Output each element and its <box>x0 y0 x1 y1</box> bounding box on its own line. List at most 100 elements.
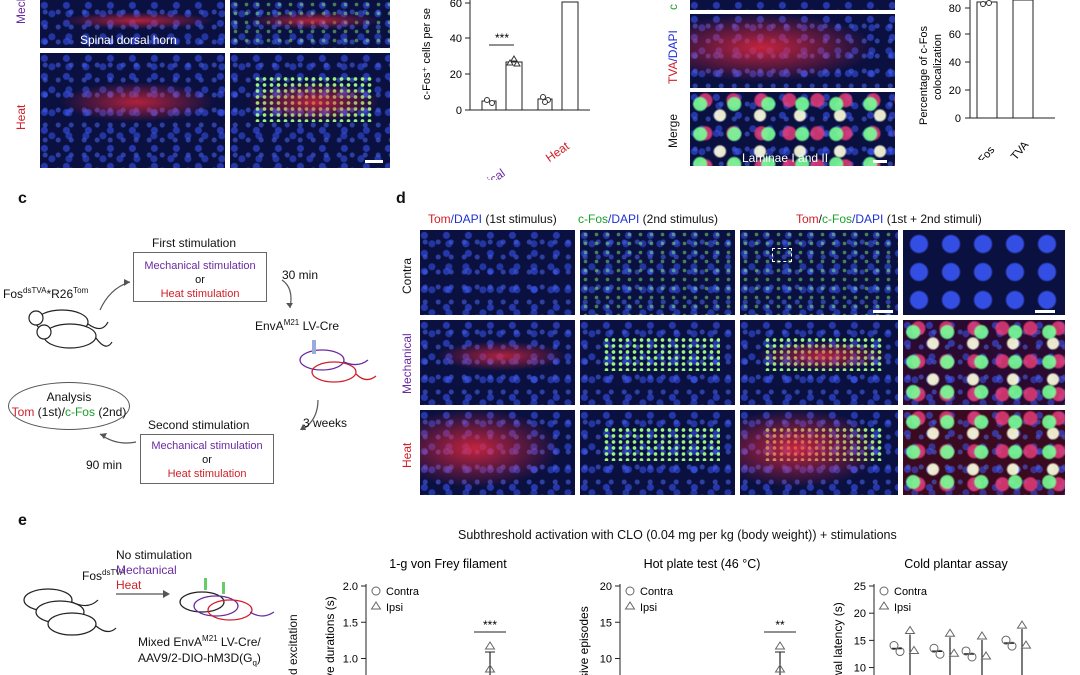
ipsi-point <box>908 645 920 655</box>
panel-a-image-mech-2 <box>230 0 390 48</box>
bar-cfos <box>976 1 998 119</box>
chart-hot-plate: Hot plate test (46 °C) sive episodes 10 15 2… <box>577 557 796 675</box>
d-scale-bar-1 <box>873 310 893 313</box>
y-axis-label-2: colocalization <box>932 34 944 100</box>
y-tick-label: 10 <box>600 654 612 666</box>
svg-text:80: 80 <box>949 3 961 15</box>
y-tick-label: 2.0 <box>343 581 358 593</box>
legend-ipsi-marker <box>370 601 382 610</box>
svg-text:0: 0 <box>955 113 961 125</box>
first-stimulation-box: Mechanical stimulation or Heat stimulati… <box>133 252 267 302</box>
d-contra-merge <box>740 230 898 315</box>
panel-b-bar-chart: 0 20 40 60 80 Percentage of c-Fos coloca… <box>918 0 1055 160</box>
d-inset-box <box>772 248 792 262</box>
d-mech-merge <box>740 320 898 405</box>
d-heat-cfos <box>580 410 735 495</box>
e-arrow-and-mice <box>116 578 275 621</box>
legend-ipsi: Ipsi <box>894 602 911 614</box>
panel-c-mice-illustration <box>28 309 113 349</box>
contra-point <box>929 643 939 653</box>
panel-a-bar-chart: 0 20 40 60 *** c-Fos⁺ cells per se Mecha… <box>421 0 590 180</box>
e-mixed-line2: AAV9/2-DIO-hM3D(Gq) <box>138 651 261 668</box>
ipsi-point <box>948 648 960 657</box>
x-label-heat: Heat <box>543 139 572 165</box>
time-3weeks: 3 weeks <box>303 416 348 430</box>
legend-ipsi: Ipsi <box>386 602 403 614</box>
y-tick-label: 15 <box>854 635 866 647</box>
row-label-mechanical: Mechanical <box>400 333 414 394</box>
y-tick-label: 20 <box>600 581 612 593</box>
col2-header: c-Fos/DAPI (2nd stimulus) <box>578 212 719 226</box>
ipsi-point <box>1020 640 1032 649</box>
contra-point <box>961 646 971 656</box>
chart-von-frey: 1-g von Frey filament ve durations (s) 1.0… <box>323 557 507 675</box>
d-mech-tom <box>420 320 575 405</box>
bar-mech-ipsi <box>505 61 523 111</box>
tick-20: 20 <box>450 69 462 81</box>
panel-d-letter: d <box>396 190 406 207</box>
ipsi-point <box>944 628 956 637</box>
d-mech-zoom <box>903 320 1065 405</box>
ipsi-point <box>774 641 786 650</box>
panel-a-image-mech-1 <box>40 0 225 48</box>
panel-b-merge-label: Merge <box>666 113 680 148</box>
panel-c-arrows <box>99 279 319 444</box>
y-axis-label: sive episodes <box>577 606 591 675</box>
e-mechanical: Mechanical <box>116 563 177 577</box>
d-scale-bar-2 <box>1035 310 1055 313</box>
legend-ipsi-marker <box>624 601 636 610</box>
panel-b-image-top <box>690 0 895 10</box>
contra-point <box>935 649 945 659</box>
d-heat-merge <box>740 410 898 495</box>
ipsi-point <box>484 641 496 650</box>
y-axis-label: c-Fos⁺ cells per se <box>421 8 433 100</box>
tva-label: TVA <box>666 61 680 84</box>
x-label-mech: Mechanical <box>450 166 508 180</box>
y-axis-label: ve durations (s) <box>323 596 337 675</box>
panel-a-image-heat-2 <box>230 53 390 168</box>
legend-contra: Contra <box>386 586 420 598</box>
time-30min: 30 min <box>282 268 319 282</box>
contra-point <box>967 652 977 662</box>
e-mouse-label: FosdsTVA <box>82 568 126 583</box>
svg-text:60: 60 <box>949 29 961 41</box>
d-contra-cfos <box>580 230 735 315</box>
significance-marker: ** <box>775 618 785 632</box>
ipsi-point <box>774 664 786 673</box>
y-tick-label: 1.0 <box>343 654 358 666</box>
contra-point <box>1007 641 1017 651</box>
y-axis-label: wal latency (s) <box>831 602 845 675</box>
contra-point <box>895 647 905 657</box>
second-stimulation-box: Mechanical stimulation or Heat stimulati… <box>140 434 274 484</box>
significance-marker: *** <box>495 31 509 45</box>
legend-ipsi-marker <box>878 601 890 610</box>
y-tick-label: 15 <box>600 617 612 629</box>
y-tick-label: 20 <box>854 608 866 620</box>
e-side-label: d excitation <box>286 614 300 675</box>
legend-ipsi: Ipsi <box>640 602 657 614</box>
panel-c-letter: c <box>18 190 27 207</box>
chart-title: Cold plantar assay <box>904 557 1008 571</box>
panel-a-image-heat-1 <box>40 53 225 168</box>
panel-a-scale-bar <box>365 160 383 163</box>
legend-contra: Contra <box>894 586 928 598</box>
contra-point <box>889 641 899 651</box>
col3-header: Tom/c-Fos/DAPI (1st + 2nd stimuli) <box>796 212 982 226</box>
row-label-contra: Contra <box>400 257 414 294</box>
e-heat: Heat <box>116 578 142 592</box>
dapi-label: /DAPI <box>666 30 680 62</box>
d-heat-tom <box>420 410 575 495</box>
panel-b-image-merge <box>690 92 895 166</box>
panel-a-row-label-heat: Heat <box>14 104 28 130</box>
panel-b-image-tva <box>690 14 895 88</box>
panel-b-c-label: c <box>666 4 680 10</box>
panel-b-laminae-label: Laminae I and II <box>742 151 829 165</box>
panel-a-image-label: Spinal dorsal horn <box>80 33 177 47</box>
time-90min: 90 min <box>86 458 123 472</box>
mouse-genotype-label: FosdsTVA*R26Tom <box>3 286 89 301</box>
row-label-heat: Heat <box>400 442 414 468</box>
x-label-tva: TVA <box>1009 139 1032 160</box>
tick-0: 0 <box>456 105 462 117</box>
panel-b-tva-dapi-label: TVA/DAPI <box>666 30 680 84</box>
analysis-ellipse: Analysis Tom (1st)/c-Fos (2nd) <box>8 382 130 430</box>
